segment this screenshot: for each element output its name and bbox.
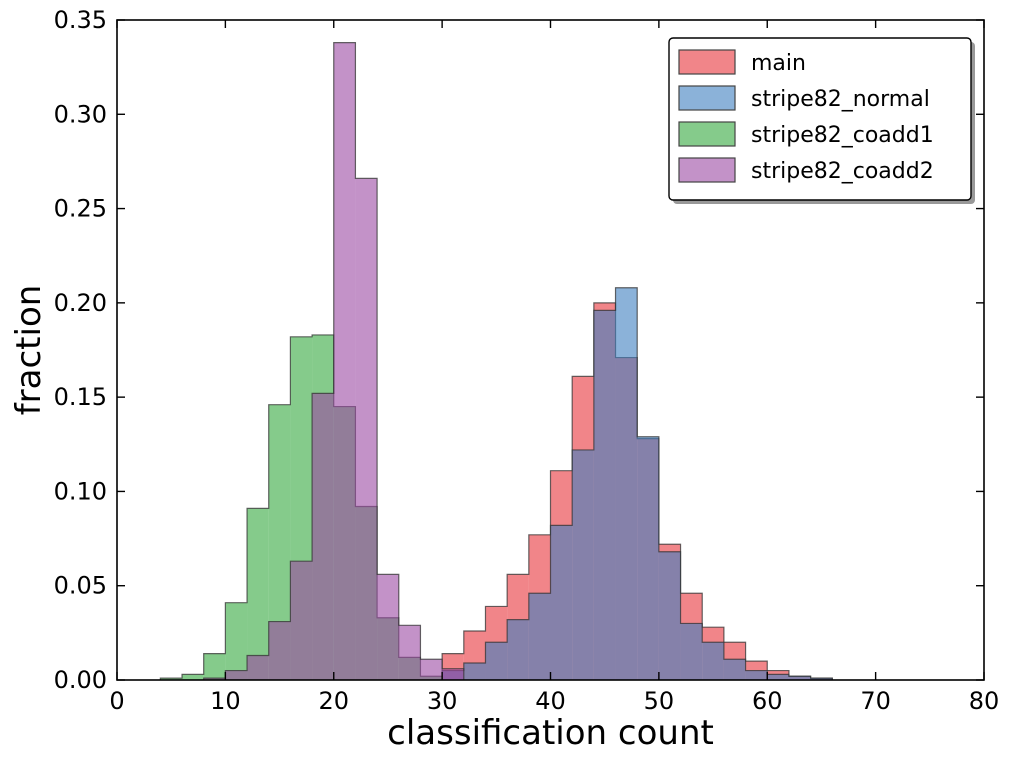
bar-stripe82_coadd2-5 xyxy=(312,393,334,680)
legend-item-stripe82_coadd2: stripe82_coadd2 xyxy=(678,157,934,184)
bar-stripe82_coadd1-3 xyxy=(225,602,248,680)
y-tick-label: 0.35 xyxy=(54,6,107,34)
axis-ticks xyxy=(116,19,985,681)
bar-stripe82_coadd2-3 xyxy=(268,621,291,680)
x-tick-label: 40 xyxy=(535,687,566,715)
x-tick-labels: 0 10 20 30 40 50 60 70 80 xyxy=(109,687,999,715)
bar-stripe82_normal-6 xyxy=(572,449,594,680)
x-tick-label: 70 xyxy=(860,687,891,715)
bar-stripe82_coadd2-1 xyxy=(225,670,248,680)
y-tick-label: 0.30 xyxy=(54,100,107,128)
bar-stripe82_coadd1-5 xyxy=(268,404,291,680)
bar-stripe82_normal-3 xyxy=(507,619,529,680)
legend-swatch xyxy=(678,49,736,75)
bar-stripe82_normal-10 xyxy=(658,551,681,680)
legend-label: stripe82_coadd1 xyxy=(751,123,934,148)
y-tick-label: 0.20 xyxy=(54,289,107,317)
bar-stripe82_normal-8 xyxy=(615,287,638,680)
legend-item-stripe82_normal: stripe82_normal xyxy=(678,85,930,112)
bar-stripe82_coadd2-0 xyxy=(203,678,226,680)
x-tick-label: 10 xyxy=(210,687,241,715)
bar-stripe82_normal-9 xyxy=(637,436,659,680)
outline-stripe82_coadd2 xyxy=(203,42,465,680)
legend-swatch xyxy=(678,121,736,147)
legend-item-main: main xyxy=(678,49,806,76)
x-tick-label: 30 xyxy=(427,687,458,715)
bar-stripe82_normal-14 xyxy=(745,670,768,680)
bar-stripe82_coadd2-4 xyxy=(290,561,313,680)
bar-stripe82_normal-13 xyxy=(723,659,746,680)
bar-stripe82_coadd2-7 xyxy=(355,178,378,680)
y-tick-label: 0.00 xyxy=(54,666,107,694)
x-tick-label: 60 xyxy=(752,687,783,715)
bar-stripe82_coadd2-10 xyxy=(420,659,443,680)
legend-box xyxy=(668,37,972,201)
bar-stripe82_normal-15 xyxy=(767,674,789,680)
series-stripe82_coadd2 xyxy=(203,42,465,681)
bar-stripe82_coadd1-1 xyxy=(182,674,204,680)
bar-stripe82_coadd2-11 xyxy=(442,668,464,680)
x-tick-label: 0 xyxy=(109,687,124,715)
bar-stripe82_normal-16 xyxy=(788,676,811,680)
legend-label: stripe82_coadd2 xyxy=(751,159,934,184)
legend-swatch xyxy=(678,85,736,111)
legend-label: main xyxy=(751,51,806,76)
bar-stripe82_coadd1-4 xyxy=(247,508,269,680)
histogram-bars xyxy=(159,42,833,681)
y-tick-label: 0.05 xyxy=(54,572,107,600)
bar-stripe82_coadd2-6 xyxy=(333,42,356,681)
bar-stripe82_normal-17 xyxy=(810,678,833,680)
bar-stripe82_coadd1-2 xyxy=(203,653,226,680)
bar-stripe82_normal-11 xyxy=(680,623,703,680)
x-tick-label: 50 xyxy=(644,687,675,715)
bar-stripe82_coadd1-0 xyxy=(160,678,183,680)
x-axis-title: classification count xyxy=(387,713,714,753)
bar-stripe82_normal-12 xyxy=(702,642,724,680)
legend-swatch xyxy=(678,157,736,183)
legend: main stripe82_normal stripe82_coadd1stripe… xyxy=(668,37,975,204)
x-tick-label: 80 xyxy=(969,687,1000,715)
bar-stripe82_normal-1 xyxy=(463,663,486,680)
series-stripe82_normal xyxy=(441,287,833,680)
y-tick-label: 0.15 xyxy=(54,383,107,411)
bar-stripe82_normal-7 xyxy=(593,310,616,680)
y-tick-labels: 0.00 0.05 0.10 0.15 0.20 0.25 0.30 0.35 xyxy=(54,6,107,694)
y-axis-title: fraction xyxy=(9,285,49,416)
bar-stripe82_coadd2-9 xyxy=(398,625,421,680)
legend-label: stripe82_normal xyxy=(751,87,930,112)
x-tick-label: 20 xyxy=(318,687,349,715)
y-tick-label: 0.25 xyxy=(54,195,107,223)
bar-stripe82_normal-2 xyxy=(485,642,508,680)
y-tick-label: 0.10 xyxy=(54,477,107,505)
bar-stripe82_normal-5 xyxy=(550,525,573,680)
bar-stripe82_coadd2-8 xyxy=(377,574,399,680)
bar-stripe82_coadd2-2 xyxy=(247,655,269,680)
legend-item-stripe82_coadd1: stripe82_coadd1 xyxy=(678,121,934,148)
bar-stripe82_normal-4 xyxy=(528,593,551,680)
